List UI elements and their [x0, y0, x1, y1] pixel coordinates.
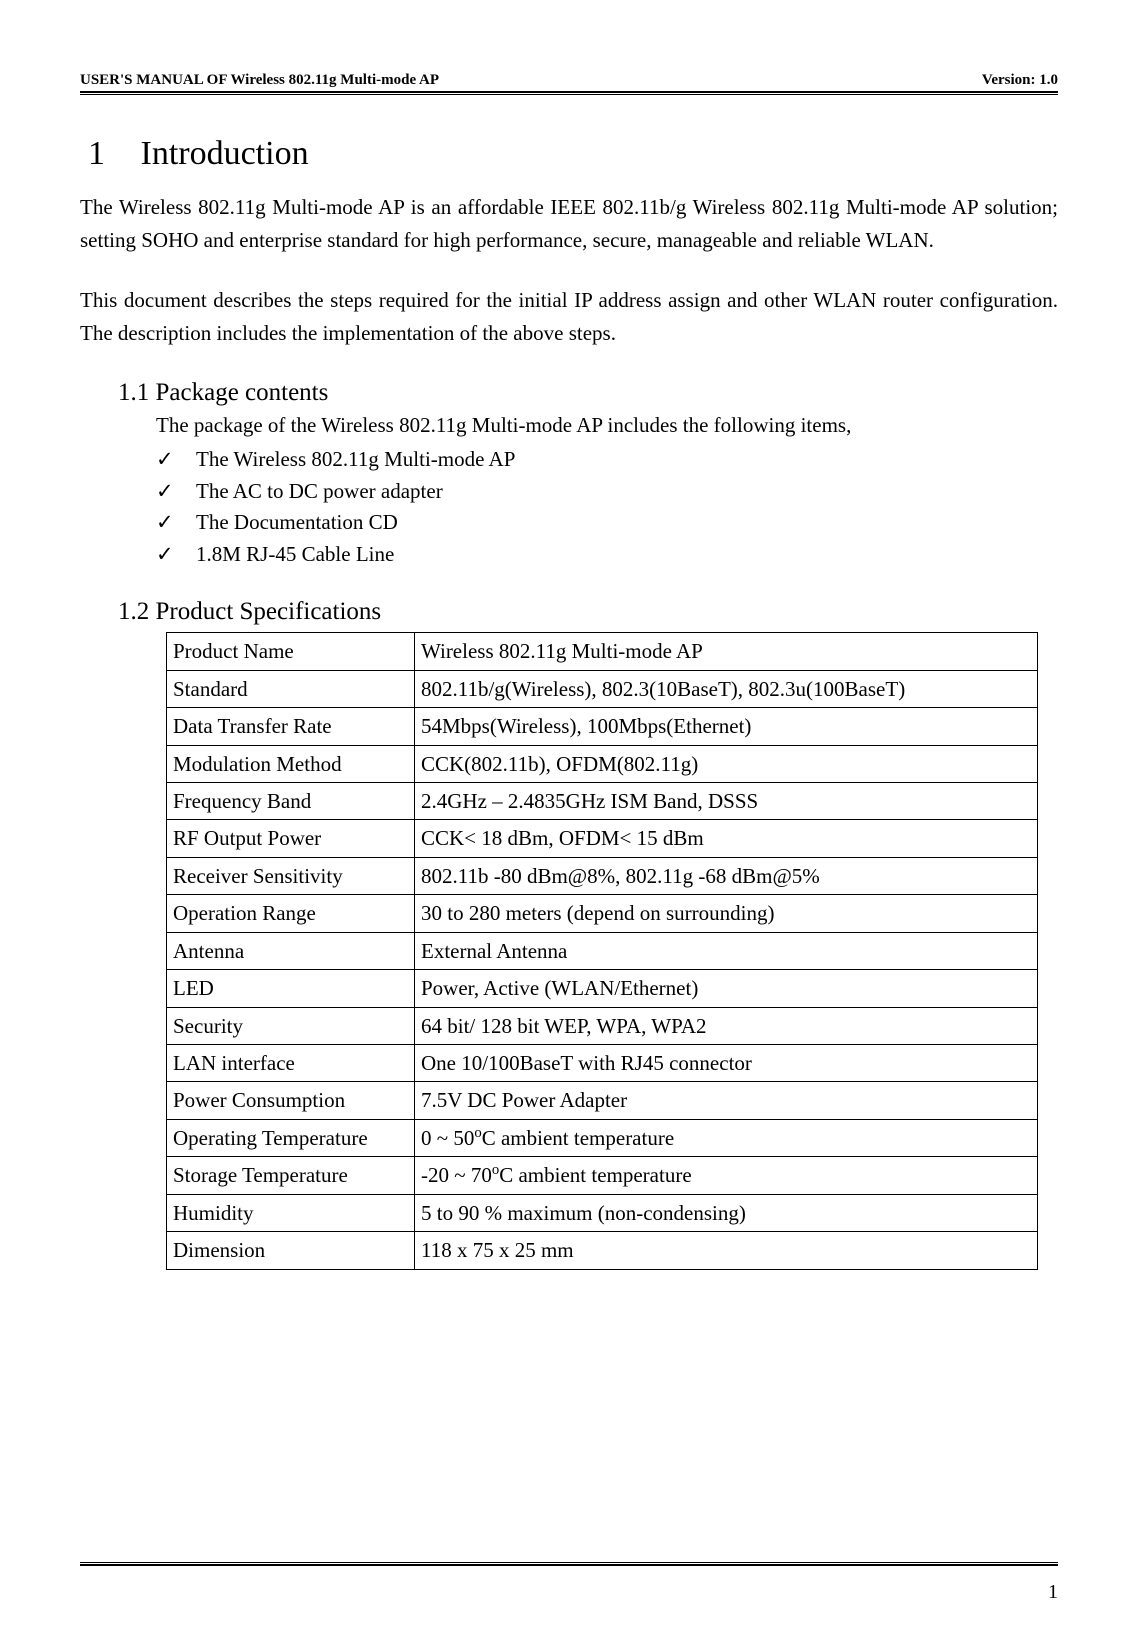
spec-key: LAN interface: [167, 1045, 415, 1082]
page-number: 1: [1048, 1581, 1058, 1604]
page-header: USER'S MANUAL OF Wireless 802.11g Multi-…: [80, 72, 1058, 91]
spec-key: Security: [167, 1007, 415, 1044]
spec-key: Data Transfer Rate: [167, 708, 415, 745]
spec-value: 5 to 90 % maximum (non-condensing): [415, 1194, 1038, 1231]
chapter-title: Introduction: [141, 135, 309, 172]
spec-value: 2.4GHz – 2.4835GHz ISM Band, DSSS: [415, 782, 1038, 819]
spec-value: 802.11b/g(Wireless), 802.3(10BaseT), 802…: [415, 670, 1038, 707]
intro-paragraph-2: This document describes the steps requir…: [80, 284, 1058, 349]
table-row: LEDPower, Active (WLAN/Ethernet): [167, 970, 1038, 1007]
spec-value: CCK(802.11b), OFDM(802.11g): [415, 745, 1038, 782]
section-1-1-heading: 1.1 Package contents: [118, 379, 1058, 407]
table-row: Data Transfer Rate54Mbps(Wireless), 100M…: [167, 708, 1038, 745]
spec-key: Modulation Method: [167, 745, 415, 782]
list-item-label: The AC to DC power adapter: [196, 479, 443, 503]
chapter-heading: 1 Introduction: [88, 135, 1058, 173]
list-item-label: 1.8M RJ-45 Cable Line: [196, 542, 394, 566]
spec-key: Receiver Sensitivity: [167, 857, 415, 894]
table-row: Product NameWireless 802.11g Multi-mode …: [167, 633, 1038, 670]
spec-value: External Antenna: [415, 932, 1038, 969]
header-right: Version: 1.0: [982, 72, 1058, 89]
spec-key: Antenna: [167, 932, 415, 969]
header-left: USER'S MANUAL OF Wireless 802.11g Multi-…: [80, 72, 439, 89]
spec-key: Product Name: [167, 633, 415, 670]
spec-value: 30 to 280 meters (depend on surrounding): [415, 895, 1038, 932]
check-icon: ✓: [156, 444, 196, 476]
table-row: Dimension118 x 75 x 25 mm: [167, 1232, 1038, 1269]
table-row: AntennaExternal Antenna: [167, 932, 1038, 969]
list-item-label: The Documentation CD: [196, 510, 398, 534]
table-row: Operation Range30 to 280 meters (depend …: [167, 895, 1038, 932]
check-icon: ✓: [156, 507, 196, 539]
table-row: Operating Temperature0 ~ 50oC ambient te…: [167, 1119, 1038, 1156]
list-item: ✓The Wireless 802.11g Multi-mode AP: [156, 444, 1058, 476]
spec-value: -20 ~ 70oC ambient temperature: [415, 1157, 1038, 1194]
intro-paragraph-1: The Wireless 802.11g Multi-mode AP is an…: [80, 191, 1058, 256]
spec-value: CCK< 18 dBm, OFDM< 15 dBm: [415, 820, 1038, 857]
table-row: Frequency Band2.4GHz – 2.4835GHz ISM Ban…: [167, 782, 1038, 819]
spec-table-body: Product NameWireless 802.11g Multi-mode …: [167, 633, 1038, 1269]
table-row: Power Consumption7.5V DC Power Adapter: [167, 1082, 1038, 1119]
footer-rule: [80, 1562, 1058, 1566]
spec-value: Wireless 802.11g Multi-mode AP: [415, 633, 1038, 670]
spec-key: Humidity: [167, 1194, 415, 1231]
table-row: Receiver Sensitivity802.11b -80 dBm@8%, …: [167, 857, 1038, 894]
spec-key: Standard: [167, 670, 415, 707]
spec-key: Power Consumption: [167, 1082, 415, 1119]
spec-key: Operation Range: [167, 895, 415, 932]
check-icon: ✓: [156, 539, 196, 571]
table-row: RF Output PowerCCK< 18 dBm, OFDM< 15 dBm: [167, 820, 1038, 857]
spec-value: 7.5V DC Power Adapter: [415, 1082, 1038, 1119]
spec-key: LED: [167, 970, 415, 1007]
spec-key: Frequency Band: [167, 782, 415, 819]
table-row: Storage Temperature-20 ~ 70oC ambient te…: [167, 1157, 1038, 1194]
spec-value: 0 ~ 50oC ambient temperature: [415, 1119, 1038, 1156]
package-lead: The package of the Wireless 802.11g Mult…: [156, 413, 1058, 438]
table-row: LAN interfaceOne 10/100BaseT with RJ45 c…: [167, 1045, 1038, 1082]
spec-value: One 10/100BaseT with RJ45 connector: [415, 1045, 1038, 1082]
spec-key: Storage Temperature: [167, 1157, 415, 1194]
spec-value: Power, Active (WLAN/Ethernet): [415, 970, 1038, 1007]
degree-superscript: o: [492, 1162, 499, 1178]
list-item-label: The Wireless 802.11g Multi-mode AP: [196, 447, 515, 471]
spec-value: 802.11b -80 dBm@8%, 802.11g -68 dBm@5%: [415, 857, 1038, 894]
table-row: Standard802.11b/g(Wireless), 802.3(10Bas…: [167, 670, 1038, 707]
spec-key: Dimension: [167, 1232, 415, 1269]
table-row: Humidity5 to 90 % maximum (non-condensin…: [167, 1194, 1038, 1231]
spec-value: 118 x 75 x 25 mm: [415, 1232, 1038, 1269]
spec-table: Product NameWireless 802.11g Multi-mode …: [166, 632, 1038, 1269]
check-icon: ✓: [156, 476, 196, 508]
degree-superscript: o: [474, 1125, 481, 1141]
list-item: ✓1.8M RJ-45 Cable Line: [156, 539, 1058, 571]
chapter-number: 1: [88, 135, 132, 173]
header-rule: [80, 91, 1058, 95]
spec-value: 64 bit/ 128 bit WEP, WPA, WPA2: [415, 1007, 1038, 1044]
section-1-2-heading: 1.2 Product Specifications: [118, 598, 1058, 626]
spec-key: RF Output Power: [167, 820, 415, 857]
list-item: ✓The Documentation CD: [156, 507, 1058, 539]
list-item: ✓The AC to DC power adapter: [156, 476, 1058, 508]
spec-value: 54Mbps(Wireless), 100Mbps(Ethernet): [415, 708, 1038, 745]
spec-key: Operating Temperature: [167, 1119, 415, 1156]
table-row: Security64 bit/ 128 bit WEP, WPA, WPA2: [167, 1007, 1038, 1044]
package-list: ✓The Wireless 802.11g Multi-mode AP ✓The…: [156, 444, 1058, 570]
table-row: Modulation MethodCCK(802.11b), OFDM(802.…: [167, 745, 1038, 782]
